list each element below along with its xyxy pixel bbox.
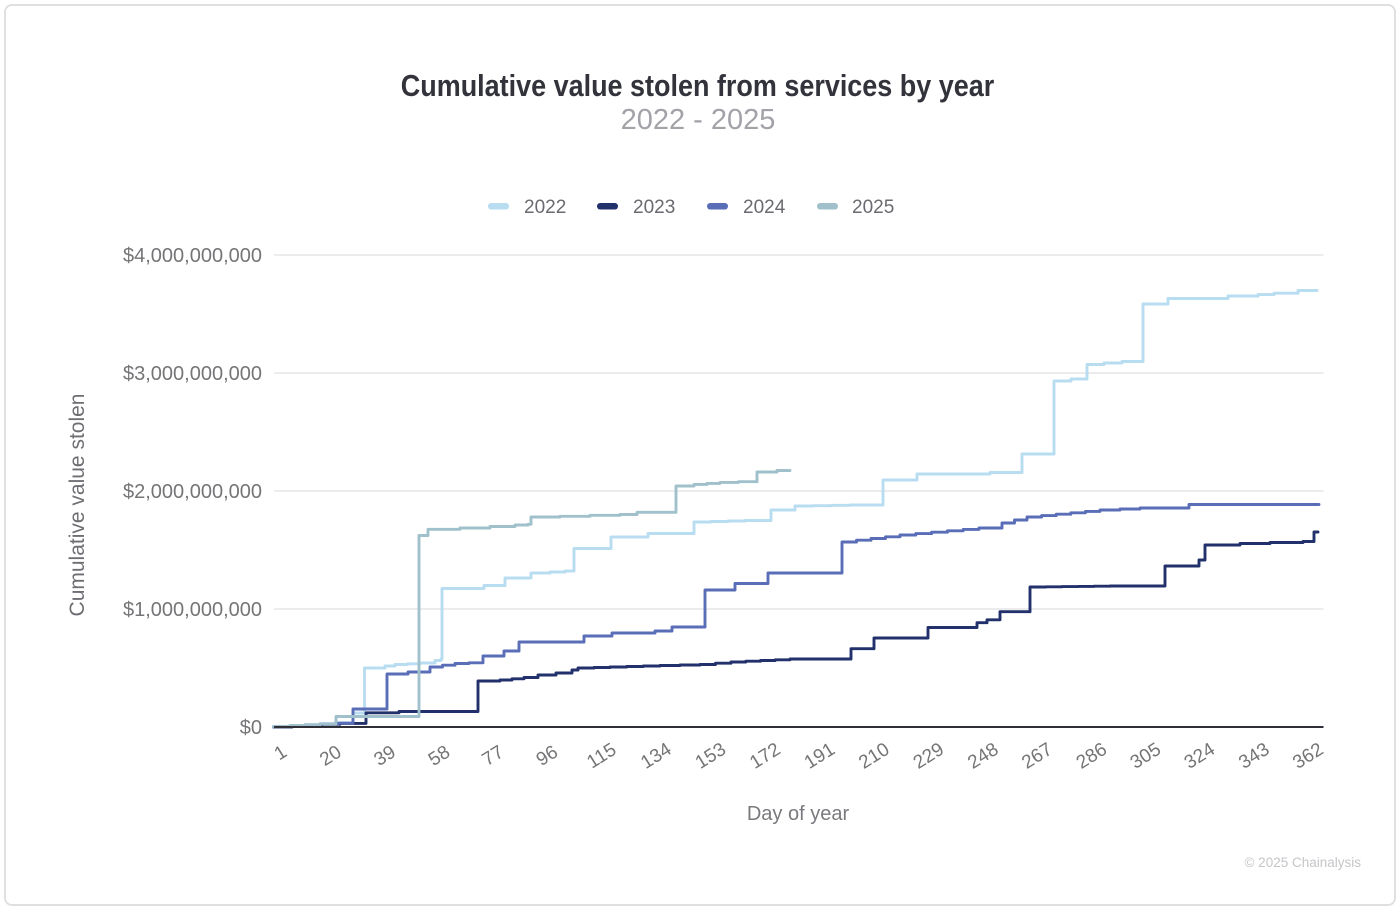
svg-text:$1,000,000,000: $1,000,000,000 xyxy=(123,599,262,621)
svg-text:115: 115 xyxy=(583,739,620,773)
svg-text:$4,000,000,000: $4,000,000,000 xyxy=(123,245,262,267)
svg-text:343: 343 xyxy=(1235,739,1273,774)
svg-text:58: 58 xyxy=(425,742,454,771)
svg-text:96: 96 xyxy=(533,742,562,771)
svg-text:39: 39 xyxy=(371,742,400,771)
svg-text:$0: $0 xyxy=(240,717,262,739)
svg-text:2022: 2022 xyxy=(524,197,566,218)
svg-text:$2,000,000,000: $2,000,000,000 xyxy=(123,481,262,503)
svg-text:248: 248 xyxy=(964,739,1002,774)
svg-text:Day of year: Day of year xyxy=(747,803,850,825)
svg-text:20: 20 xyxy=(316,742,345,771)
svg-text:2024: 2024 xyxy=(743,197,786,218)
svg-text:172: 172 xyxy=(746,739,784,774)
svg-text:2022 - 2025: 2022 - 2025 xyxy=(621,104,776,136)
svg-text:267: 267 xyxy=(1018,739,1056,774)
svg-text:362: 362 xyxy=(1289,739,1327,774)
svg-text:229: 229 xyxy=(910,739,948,774)
svg-text:134: 134 xyxy=(637,739,675,774)
svg-text:2023: 2023 xyxy=(633,197,675,218)
svg-text:324: 324 xyxy=(1181,739,1219,774)
svg-text:$3,000,000,000: $3,000,000,000 xyxy=(123,363,262,385)
svg-text:286: 286 xyxy=(1073,739,1111,774)
svg-text:191: 191 xyxy=(801,739,839,774)
svg-text:153: 153 xyxy=(692,739,730,774)
svg-text:305: 305 xyxy=(1127,739,1165,774)
svg-text:1: 1 xyxy=(271,742,291,765)
svg-text:Cumulative value stolen: Cumulative value stolen xyxy=(66,394,89,617)
svg-text:210: 210 xyxy=(855,739,893,774)
svg-text:Cumulative value stolen from s: Cumulative value stolen from services by… xyxy=(401,69,994,103)
svg-text:77: 77 xyxy=(479,742,508,771)
svg-text:© 2025 Chainalysis: © 2025 Chainalysis xyxy=(1244,855,1361,870)
svg-text:2025: 2025 xyxy=(852,197,894,218)
